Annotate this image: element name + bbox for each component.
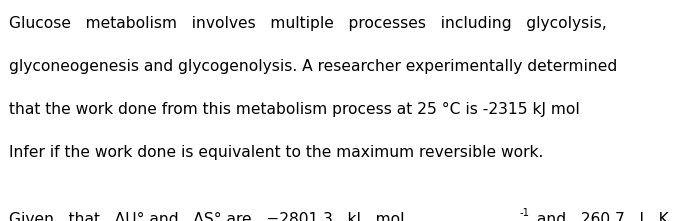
Text: Given   that   ΔU° and   ΔS° are   −2801.3   kJ   mol: Given that ΔU° and ΔS° are −2801.3 kJ mo… [9, 212, 405, 221]
Text: Infer if the work done is equivalent to the maximum reversible work.: Infer if the work done is equivalent to … [9, 145, 543, 160]
Text: and   260.7   J   K: and 260.7 J K [532, 212, 669, 221]
Text: glyconeogenesis and glycogenolysis. A researcher experimentally determined: glyconeogenesis and glycogenolysis. A re… [9, 59, 617, 74]
Text: -1: -1 [519, 208, 529, 218]
Text: Glucose   metabolism   involves   multiple   processes   including   glycolysis,: Glucose metabolism involves multiple pro… [9, 16, 607, 31]
Text: that the work done from this metabolism process at 25 °C is -2315 kJ mol: that the work done from this metabolism … [9, 102, 580, 117]
